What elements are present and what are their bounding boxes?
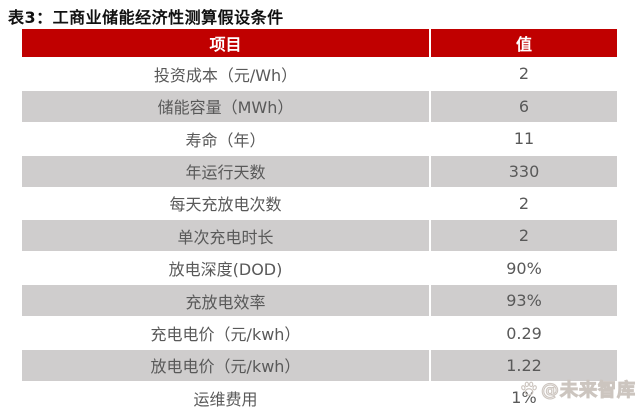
row-value: 330 (431, 155, 617, 187)
table-row: 单次充电时长 2 (22, 220, 617, 252)
table-row: 充放电效率 93% (22, 285, 617, 317)
row-value: 2 (431, 58, 617, 90)
row-label: 放电深度(DOD) (22, 252, 429, 284)
row-label: 投资成本（元/Wh） (22, 58, 429, 90)
row-value: 0.29 (431, 317, 617, 349)
row-label: 每天充放电次数 (22, 187, 429, 219)
row-value: 2 (431, 220, 617, 252)
table-row: 放电深度(DOD) 90% (22, 252, 617, 284)
table-row: 放电电价（元/kwh） 1.22 (22, 349, 617, 381)
table-title: 表3：工商业储能经济性测算假设条件 (8, 8, 284, 27)
column-header-item: 项目 (22, 29, 429, 57)
row-value: 1% (431, 382, 617, 413)
table-row: 充电电价（元/kwh） 0.29 (22, 317, 617, 349)
table-row: 储能容量（MWh） 6 (22, 90, 617, 122)
row-value: 11 (431, 123, 617, 155)
assumptions-table: 项目 值 投资成本（元/Wh） 2 储能容量（MWh） 6 寿命（年） 11 年… (22, 29, 617, 413)
table-row: 投资成本（元/Wh） 2 (22, 58, 617, 90)
row-value: 1.22 (431, 349, 617, 381)
table-header-row: 项目 值 (22, 29, 617, 57)
row-label: 放电电价（元/kwh） (22, 349, 429, 381)
row-label: 储能容量（MWh） (22, 90, 429, 122)
row-label: 寿命（年） (22, 123, 429, 155)
row-value: 6 (431, 90, 617, 122)
row-value: 2 (431, 187, 617, 219)
table-row: 每天充放电次数 2 (22, 187, 617, 219)
table-row: 年运行天数 330 (22, 155, 617, 187)
row-label: 年运行天数 (22, 155, 429, 187)
table-row: 寿命（年） 11 (22, 123, 617, 155)
row-label: 充电电价（元/kwh） (22, 317, 429, 349)
row-label: 运维费用 (22, 382, 429, 413)
row-value: 90% (431, 252, 617, 284)
row-value: 93% (431, 285, 617, 317)
column-header-value: 值 (431, 29, 617, 57)
row-label: 充放电效率 (22, 285, 429, 317)
row-label: 单次充电时长 (22, 220, 429, 252)
table-row: 运维费用 1% (22, 382, 617, 413)
